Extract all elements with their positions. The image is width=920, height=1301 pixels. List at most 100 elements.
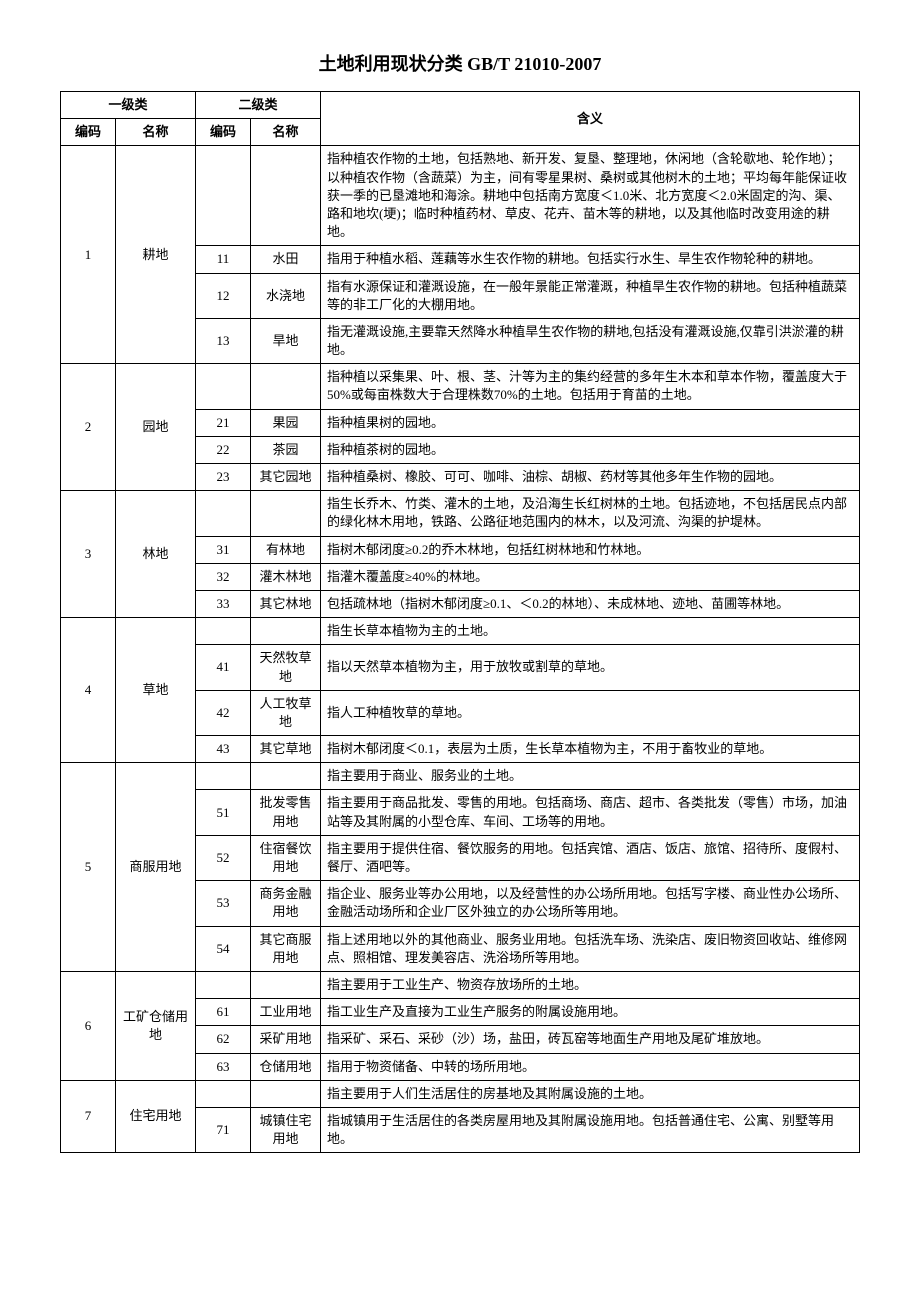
meaning-cell: 指企业、服务业等办公用地，以及经营性的办公场所用地。包括写字楼、商业性办公场所、… <box>321 881 860 926</box>
meaning-cell: 指用于物资储备、中转的场所用地。 <box>321 1053 860 1080</box>
page-title: 土地利用现状分类 GB/T 21010-2007 <box>60 50 860 76</box>
l2-name: 灌木林地 <box>251 563 321 590</box>
l2-code-empty <box>196 364 251 409</box>
table-body: 1耕地 指种植农作物的土地，包括熟地、新开发、复垦、整理地，休闲地（含轮歇地、轮作… <box>61 146 860 1153</box>
category-overview-row: 7住宅用地指主要用于人们生活居住的房基地及其附属设施的土地。 <box>61 1080 860 1107</box>
l2-name: 其它草地 <box>251 736 321 763</box>
l1-name: 耕地 <box>116 146 196 364</box>
category-overview-row: 4草地指生长草本植物为主的土地。 <box>61 618 860 645</box>
meaning-cell: 指树木郁闭度＜0.1，表层为土质，生长草本植物为主，不用于畜牧业的草地。 <box>321 736 860 763</box>
l2-name: 工业用地 <box>251 999 321 1026</box>
l1-name: 工矿仓储用地 <box>116 971 196 1080</box>
meaning-cell: 指主要用于商品批发、零售的用地。包括商场、商店、超市、各类批发（零售）市场，加油… <box>321 790 860 835</box>
l2-code: 23 <box>196 464 251 491</box>
meaning-cell: 指种植果树的园地。 <box>321 409 860 436</box>
l1-name: 住宅用地 <box>116 1080 196 1153</box>
overview-cell: 指主要用于人们生活居住的房基地及其附属设施的土地。 <box>321 1080 860 1107</box>
l2-code-empty <box>196 763 251 790</box>
overview-cell: 指主要用于工业生产、物资存放场所的土地。 <box>321 971 860 998</box>
l1-name: 商服用地 <box>116 763 196 972</box>
l2-name: 其它园地 <box>251 464 321 491</box>
table-header: 一级类 二级类 含义 编码 名称 编码 名称 <box>61 92 860 146</box>
l1-code: 1 <box>61 146 116 364</box>
l2-code: 51 <box>196 790 251 835</box>
meaning-cell: 包括疏林地（指树木郁闭度≥0.1、＜0.2的林地）、未成林地、迹地、苗圃等林地。 <box>321 590 860 617</box>
meaning-cell: 指人工种植牧草的草地。 <box>321 690 860 735</box>
th-meaning: 含义 <box>321 92 860 146</box>
l2-code: 54 <box>196 926 251 971</box>
l2-name: 茶园 <box>251 436 321 463</box>
l2-code: 41 <box>196 645 251 690</box>
category-overview-row: 6工矿仓储用地指主要用于工业生产、物资存放场所的土地。 <box>61 971 860 998</box>
th-l1-name: 名称 <box>116 119 196 146</box>
l2-name: 果园 <box>251 409 321 436</box>
l1-name: 林地 <box>116 491 196 618</box>
category-overview-row: 3林地指生长乔木、竹类、灌木的土地，及沿海生长红树林的土地。包括迹地，不包括居民… <box>61 491 860 536</box>
meaning-cell: 指树木郁闭度≥0.2的乔木林地，包括红树林地和竹林地。 <box>321 536 860 563</box>
l2-name: 天然牧草地 <box>251 645 321 690</box>
category-overview-row: 2园地指种植以采集果、叶、根、茎、汁等为主的集约经营的多年生木本和草本作物，覆盖… <box>61 364 860 409</box>
th-l2-code: 编码 <box>196 119 251 146</box>
l1-code: 6 <box>61 971 116 1080</box>
meaning-cell: 指用于种植水稻、莲藕等水生农作物的耕地。包括实行水生、旱生农作物轮种的耕地。 <box>321 246 860 273</box>
l2-name: 有林地 <box>251 536 321 563</box>
l2-name-empty <box>251 763 321 790</box>
l2-name: 采矿用地 <box>251 1026 321 1053</box>
l1-code: 4 <box>61 618 116 763</box>
l2-code: 62 <box>196 1026 251 1053</box>
category-overview-row: 5商服用地指主要用于商业、服务业的土地。 <box>61 763 860 790</box>
l2-name: 城镇住宅用地 <box>251 1107 321 1152</box>
l2-name-empty <box>251 491 321 536</box>
l2-name-empty <box>251 1080 321 1107</box>
th-level1: 一级类 <box>61 92 196 119</box>
l2-code: 32 <box>196 563 251 590</box>
meaning-cell: 指采矿、采石、采砂（沙）场，盐田，砖瓦窑等地面生产用地及尾矿堆放地。 <box>321 1026 860 1053</box>
l1-name: 草地 <box>116 618 196 763</box>
meaning-cell: 指有水源保证和灌溉设施，在一般年景能正常灌溉，种植旱生农作物的耕地。包括种植蔬菜… <box>321 273 860 318</box>
l2-name-empty <box>251 146 321 246</box>
l2-name: 其它商服用地 <box>251 926 321 971</box>
l1-code: 3 <box>61 491 116 618</box>
l2-code: 21 <box>196 409 251 436</box>
l2-name-empty <box>251 618 321 645</box>
l2-code: 31 <box>196 536 251 563</box>
l2-name: 仓储用地 <box>251 1053 321 1080</box>
meaning-cell: 指种植桑树、橡胶、可可、咖啡、油棕、胡椒、药材等其他多年生作物的园地。 <box>321 464 860 491</box>
meaning-cell: 指上述用地以外的其他商业、服务业用地。包括洗车场、洗染店、废旧物资回收站、维修网… <box>321 926 860 971</box>
th-l1-code: 编码 <box>61 119 116 146</box>
category-overview-row: 1耕地指种植农作物的土地，包括熟地、新开发、复垦、整理地，休闲地（含轮歇地、轮作… <box>61 146 860 246</box>
l2-code: 12 <box>196 273 251 318</box>
l1-code: 7 <box>61 1080 116 1153</box>
l1-code: 5 <box>61 763 116 972</box>
overview-cell: 指生长乔木、竹类、灌木的土地，及沿海生长红树林的土地。包括迹地，不包括居民点内部… <box>321 491 860 536</box>
l2-name: 商务金融用地 <box>251 881 321 926</box>
l2-code-empty <box>196 491 251 536</box>
l2-code: 61 <box>196 999 251 1026</box>
l2-name: 批发零售用地 <box>251 790 321 835</box>
meaning-cell: 指城镇用于生活居住的各类房屋用地及其附属设施用地。包括普通住宅、公寓、别墅等用地… <box>321 1107 860 1152</box>
l2-name-empty <box>251 971 321 998</box>
l1-code: 2 <box>61 364 116 491</box>
l2-code: 13 <box>196 318 251 363</box>
l2-code: 42 <box>196 690 251 735</box>
meaning-cell: 指以天然草本植物为主，用于放牧或割草的草地。 <box>321 645 860 690</box>
l2-code: 63 <box>196 1053 251 1080</box>
l2-code: 53 <box>196 881 251 926</box>
overview-cell: 指主要用于商业、服务业的土地。 <box>321 763 860 790</box>
l2-code-empty <box>196 618 251 645</box>
l2-code: 71 <box>196 1107 251 1152</box>
l2-name: 人工牧草地 <box>251 690 321 735</box>
meaning-cell: 指种植茶树的园地。 <box>321 436 860 463</box>
l2-code: 52 <box>196 835 251 880</box>
l2-name: 旱地 <box>251 318 321 363</box>
l2-name: 住宿餐饮用地 <box>251 835 321 880</box>
l2-code: 33 <box>196 590 251 617</box>
overview-cell: 指生长草本植物为主的土地。 <box>321 618 860 645</box>
l2-code: 43 <box>196 736 251 763</box>
classification-table: 一级类 二级类 含义 编码 名称 编码 名称 1耕地 指种植农作物的土地，包括熟地… <box>60 91 860 1153</box>
l2-name-empty <box>251 364 321 409</box>
th-l2-name: 名称 <box>251 119 321 146</box>
l2-code: 22 <box>196 436 251 463</box>
meaning-cell: 指无灌溉设施,主要靠天然降水种植旱生农作物的耕地,包括没有灌溉设施,仅靠引洪淤灌… <box>321 318 860 363</box>
overview-cell: 指种植农作物的土地，包括熟地、新开发、复垦、整理地，休闲地（含轮歇地、轮作地）；… <box>321 146 860 246</box>
